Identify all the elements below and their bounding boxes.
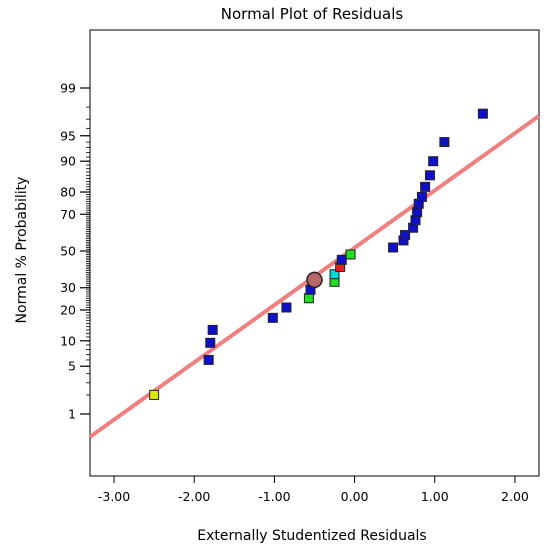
x-tick-label: 0.00 (341, 489, 369, 504)
y-axis: 1 5 10 20 30 50 70 80 90 95 99 (60, 30, 91, 476)
x-axis-label: Externally Studentized Residuals (197, 528, 426, 544)
x-tick-label: -3.00 (98, 489, 130, 504)
x-tick-label: 1.00 (421, 489, 449, 504)
data-point (281, 302, 292, 313)
x-tick-label: 2.00 (501, 489, 529, 504)
points-layer (149, 108, 488, 400)
data-point (329, 269, 340, 280)
data-point (336, 254, 347, 265)
data-point (439, 137, 450, 148)
x-axis: -3.00 -2.00 -1.00 0.00 1.00 2.00 (98, 476, 529, 504)
data-point (416, 191, 427, 202)
data-point (477, 108, 488, 119)
data-point (203, 354, 214, 365)
y-tick-label: 90 (60, 154, 76, 169)
y-tick-label: 5 (68, 359, 76, 374)
data-point (420, 181, 431, 192)
data-point (424, 170, 435, 181)
data-point (345, 249, 356, 260)
x-tick-label: -1.00 (258, 489, 290, 504)
data-point (149, 389, 160, 400)
x-tick-label: -2.00 (178, 489, 210, 504)
data-point (412, 207, 423, 218)
chart-title: Normal Plot of Residuals (221, 5, 404, 23)
y-tick-label: 95 (60, 128, 76, 143)
y-tick-label: 1 (68, 407, 76, 422)
data-point (303, 293, 314, 304)
highlighted-point (306, 271, 323, 289)
y-tick-label: 10 (60, 333, 76, 348)
y-tick-label: 50 (60, 244, 76, 259)
y-tick-label: 99 (60, 81, 76, 96)
y-tick-label: 70 (60, 207, 76, 222)
data-point (428, 156, 439, 167)
y-axis-label: Normal % Probability (14, 177, 30, 324)
plot-frame (89, 29, 540, 477)
data-point (267, 312, 278, 323)
y-tick-label: 80 (60, 185, 76, 200)
data-point (207, 324, 218, 335)
data-point (400, 230, 411, 241)
data-point (388, 242, 399, 253)
y-tick-label: 20 (60, 302, 76, 317)
y-tick-label: 30 (60, 280, 76, 295)
data-point (205, 337, 216, 348)
